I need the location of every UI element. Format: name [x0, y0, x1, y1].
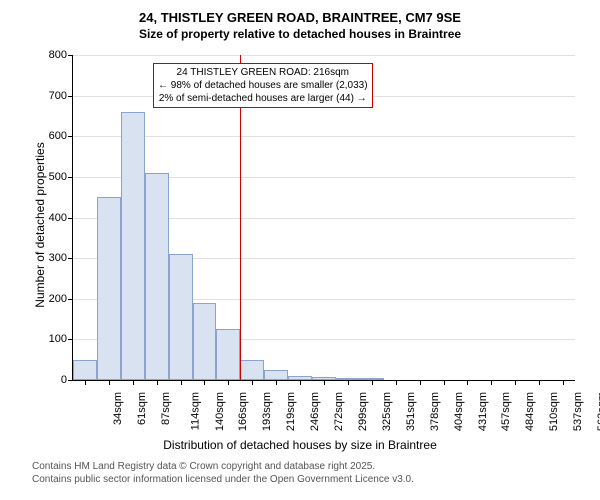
plot-area: 010020030040050060070080034sqm61sqm87sqm… — [72, 55, 575, 381]
y-tick-label: 800 — [49, 49, 73, 61]
x-tick-label: 114sqm — [189, 392, 201, 430]
chart-footer: Contains HM Land Registry data © Crown c… — [32, 460, 414, 486]
x-tick — [204, 380, 205, 385]
histogram-bar — [312, 377, 336, 380]
x-tick — [228, 380, 229, 385]
x-tick-label: 378sqm — [429, 392, 441, 431]
histogram-bar — [193, 303, 217, 380]
x-tick-label: 457sqm — [501, 392, 513, 431]
x-tick-label: 272sqm — [333, 392, 345, 431]
y-tick-label: 0 — [61, 374, 73, 386]
x-tick-label: 140sqm — [214, 392, 226, 431]
x-tick — [467, 380, 468, 385]
gridline-h — [73, 136, 575, 137]
x-tick-label: 404sqm — [453, 392, 465, 431]
gridline-h — [73, 55, 575, 56]
histogram-bar — [145, 173, 169, 380]
x-tick-label: 299sqm — [357, 392, 369, 431]
x-tick — [515, 380, 516, 385]
x-tick-label: 193sqm — [262, 392, 274, 431]
x-tick — [85, 380, 86, 385]
x-tick — [252, 380, 253, 385]
x-tick-label: 34sqm — [112, 392, 124, 425]
annotation-line: ← 98% of detached houses are smaller (2,… — [158, 79, 368, 92]
x-tick — [157, 380, 158, 385]
x-tick-label: 246sqm — [309, 392, 321, 431]
x-tick-label: 87sqm — [160, 392, 172, 425]
x-tick — [109, 380, 110, 385]
x-tick — [133, 380, 134, 385]
y-tick-label: 600 — [49, 130, 73, 142]
chart-title-block: 24, THISTLEY GREEN ROAD, BRAINTREE, CM7 … — [10, 10, 590, 42]
x-tick-label: 219sqm — [285, 392, 297, 431]
y-tick-label: 400 — [49, 212, 73, 224]
y-tick-label: 500 — [49, 171, 73, 183]
x-tick-label: 61sqm — [136, 392, 148, 425]
x-tick-label: 537sqm — [572, 392, 584, 431]
x-tick — [324, 380, 325, 385]
histogram-bar — [264, 370, 288, 380]
x-tick-label: 351sqm — [405, 392, 417, 431]
histogram-bar — [169, 254, 193, 380]
x-tick — [444, 380, 445, 385]
y-tick-label: 700 — [49, 90, 73, 102]
x-tick — [420, 380, 421, 385]
histogram-bar — [97, 197, 121, 380]
property-size-chart: 24, THISTLEY GREEN ROAD, BRAINTREE, CM7 … — [10, 10, 590, 490]
x-tick-label: 484sqm — [524, 392, 536, 431]
x-tick — [563, 380, 564, 385]
y-tick-label: 300 — [49, 252, 73, 264]
footer-line-1: Contains HM Land Registry data © Crown c… — [32, 460, 414, 473]
annotation-line: 24 THISTLEY GREEN ROAD: 216sqm — [158, 66, 368, 79]
x-tick-label: 563sqm — [596, 392, 600, 431]
x-tick — [276, 380, 277, 385]
histogram-bar — [216, 329, 240, 380]
y-tick-label: 200 — [49, 293, 73, 305]
x-tick-label: 166sqm — [238, 392, 250, 431]
x-tick — [348, 380, 349, 385]
y-axis-label: Number of detached properties — [33, 125, 47, 325]
histogram-bar — [360, 378, 384, 380]
reference-annotation: 24 THISTLEY GREEN ROAD: 216sqm← 98% of d… — [153, 63, 373, 108]
footer-line-2: Contains public sector information licen… — [32, 473, 414, 486]
x-axis-label: Distribution of detached houses by size … — [10, 438, 590, 452]
chart-subtitle: Size of property relative to detached ho… — [10, 27, 590, 43]
histogram-bar — [288, 376, 312, 380]
chart-title: 24, THISTLEY GREEN ROAD, BRAINTREE, CM7 … — [10, 10, 590, 27]
histogram-bar — [73, 360, 97, 380]
x-tick — [372, 380, 373, 385]
x-tick — [181, 380, 182, 385]
histogram-bar — [336, 378, 360, 380]
x-tick — [300, 380, 301, 385]
x-tick — [396, 380, 397, 385]
x-tick-label: 325sqm — [381, 392, 393, 431]
x-tick — [491, 380, 492, 385]
x-tick — [539, 380, 540, 385]
annotation-line: 2% of semi-detached houses are larger (4… — [158, 92, 368, 105]
x-tick-label: 431sqm — [477, 392, 489, 431]
x-tick-label: 510sqm — [548, 392, 560, 431]
histogram-bar — [121, 112, 145, 380]
y-tick-label: 100 — [49, 333, 73, 345]
histogram-bar — [240, 360, 264, 380]
